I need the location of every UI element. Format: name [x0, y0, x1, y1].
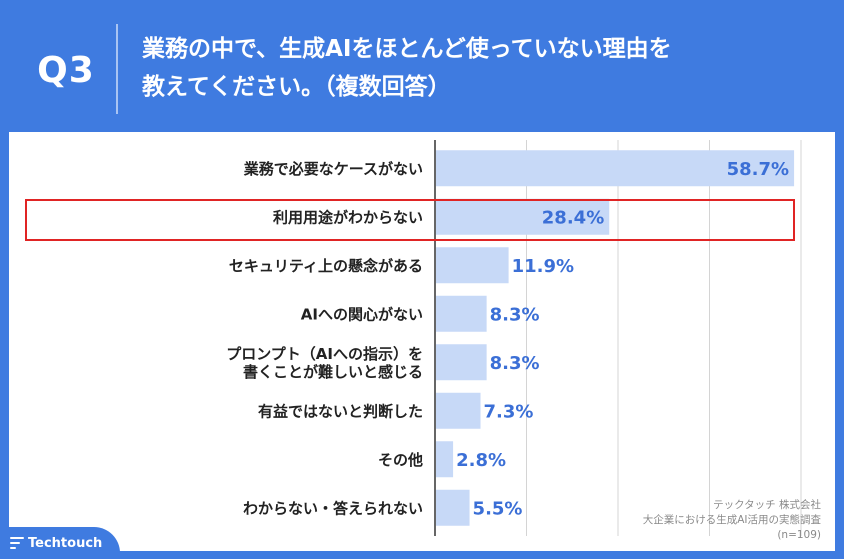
header-divider	[116, 24, 118, 114]
value-label: 28.4%	[542, 207, 604, 228]
bar-chart: 業務で必要なケースがない 58.7% 利用用途がわからない 28.4% セキュリティ上の…	[226, 140, 802, 536]
category-label: 有益ではないと判断した	[258, 402, 423, 420]
category-label: その他	[378, 451, 423, 469]
techtouch-logo: Techtouch	[0, 527, 120, 559]
category-label: わからない・答えられない	[243, 499, 423, 517]
question-title: 業務の中で、生成AIをほとんど使っていない理由を 教えてください。（複数回答）	[142, 30, 782, 106]
bar	[436, 295, 487, 332]
value-label: 8.3%	[490, 304, 540, 325]
bar	[436, 344, 487, 381]
logo-text: Techtouch	[28, 535, 103, 551]
category-label: 書くことが難しいと感じる	[243, 363, 423, 381]
value-label: 5.5%	[473, 498, 523, 519]
bar	[436, 247, 509, 284]
value-label: 2.8%	[456, 450, 506, 471]
source-note: テックタッチ 株式会社 大企業における生成AI活用の実態調査 (n=109)	[643, 498, 821, 543]
question-number: Q3	[37, 49, 95, 91]
source-sample: (n=109)	[777, 529, 821, 541]
bar	[436, 150, 795, 187]
bar	[436, 198, 610, 235]
bar	[436, 441, 454, 478]
bar	[436, 489, 470, 526]
bar	[436, 392, 481, 429]
value-label: 58.7%	[727, 159, 789, 180]
value-label: 8.3%	[490, 353, 540, 374]
category-label: AIへの関心がない	[301, 305, 423, 323]
category-label: 業務で必要なケースがない	[243, 160, 423, 178]
chart-panel: 業務で必要なケースがない 58.7% 利用用途がわからない 28.4% セキュリティ上の…	[9, 132, 835, 551]
question-title-line-1: 業務の中で、生成AIをほとんど使っていない理由を	[142, 36, 672, 62]
category-label: 利用用途がわからない	[273, 208, 423, 226]
question-title-line-2: 教えてください。（複数回答）	[142, 74, 451, 100]
value-label: 7.3%	[484, 401, 534, 422]
logo-lines-icon	[10, 537, 24, 549]
source-company: テックタッチ 株式会社	[713, 499, 821, 511]
question-header: Q3 業務の中で、生成AIをほとんど使っていない理由を 教えてください。（複数回…	[0, 0, 844, 132]
highlight-box	[25, 199, 795, 241]
source-survey: 大企業における生成AI活用の実態調査	[642, 514, 821, 526]
category-label: セキュリティ上の懸念がある	[229, 257, 423, 275]
value-label: 11.9%	[512, 256, 574, 277]
category-label: プロンプト（AIへの指示）を	[226, 345, 423, 363]
